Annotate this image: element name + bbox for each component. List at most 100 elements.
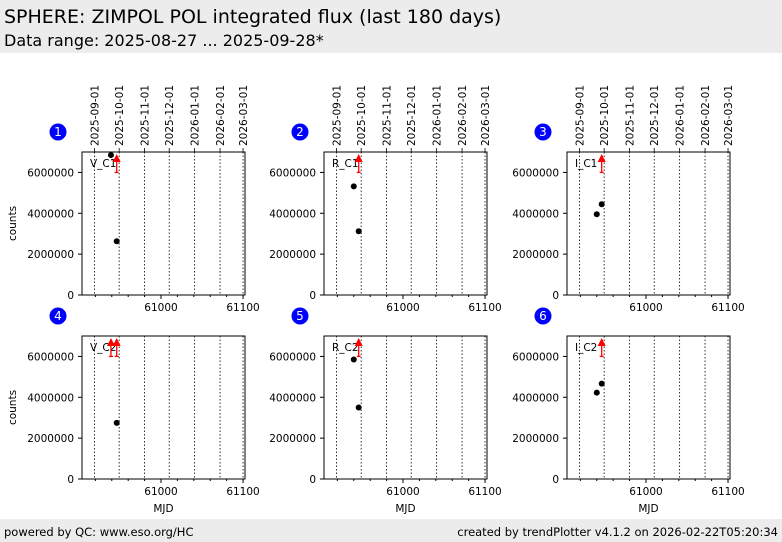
date-tick-label: 2025-10-01 — [356, 85, 368, 146]
upper-limit-arrow — [112, 338, 121, 346]
panel-number: 2 — [296, 125, 304, 139]
date-tick-label: 2025-09-01 — [332, 85, 344, 146]
y-tick-label: 6000000 — [27, 167, 74, 179]
date-tick-label: 2025-12-01 — [649, 85, 661, 146]
x-tick-label: 61100 — [226, 486, 259, 498]
upper-limit-arrow — [112, 154, 121, 162]
date-tick-label: 2025-09-01 — [90, 85, 102, 146]
y-tick-label: 4000000 — [27, 392, 74, 404]
x-axis-label: MJD — [395, 503, 415, 515]
y-tick-label: 2000000 — [269, 249, 316, 261]
date-tick-label: 2025-11-01 — [140, 85, 152, 146]
panel-number-badge — [534, 123, 552, 141]
x-tick-label: 61000 — [144, 486, 177, 498]
panel-number: 6 — [539, 309, 547, 323]
x-tick-label: 61000 — [629, 486, 662, 498]
page-title: SPHERE: ZIMPOL POL integrated flux (last… — [4, 6, 502, 28]
header-bar: SPHERE: ZIMPOL POL integrated flux (last… — [0, 0, 782, 53]
data-point — [598, 380, 605, 387]
plot-frame — [81, 335, 246, 480]
y-tick-label: 0 — [552, 290, 559, 302]
date-tick-label: 2026-03-01 — [238, 85, 250, 146]
x-tick-label: 61000 — [629, 302, 662, 314]
data-point — [113, 419, 120, 426]
panel-number-badge — [291, 307, 309, 325]
y-tick-label: 4000000 — [269, 208, 316, 220]
x-axis-label: MJD — [153, 503, 173, 515]
x-tick-label: 61100 — [711, 486, 744, 498]
footer-created-by: created by trendPlotter v4.1.2 on 2026-0… — [457, 525, 778, 539]
y-axis-label: counts — [7, 206, 19, 241]
date-tick-label: 2026-02-01 — [215, 85, 227, 146]
y-tick-label: 6000000 — [269, 167, 316, 179]
panel-number-badge — [49, 123, 67, 141]
date-tick-label: 2025-12-01 — [164, 85, 176, 146]
data-point — [593, 389, 600, 396]
upper-limit-arrow — [597, 338, 606, 346]
y-tick-label: 4000000 — [269, 392, 316, 404]
x-tick-label: 61100 — [468, 302, 501, 314]
panel-number: 1 — [54, 125, 62, 139]
data-range: Data range: 2025-08-27 ... 2025-09-28* — [4, 31, 324, 50]
data-point — [350, 356, 357, 363]
plot-frame — [566, 151, 731, 296]
y-tick-label: 6000000 — [512, 167, 559, 179]
y-tick-label: 2000000 — [512, 249, 559, 261]
date-tick-label: 2025-10-01 — [114, 85, 126, 146]
y-tick-label: 4000000 — [27, 208, 74, 220]
upper-limit-arrow — [354, 154, 363, 162]
series-label: V_C1 — [90, 158, 116, 170]
plot-frame — [566, 335, 731, 480]
date-tick-label: 2026-01-01 — [432, 85, 444, 146]
plot-frame — [323, 151, 488, 296]
data-point — [355, 228, 362, 235]
y-tick-label: 0 — [309, 474, 316, 486]
date-tick-label: 2025-11-01 — [382, 85, 394, 146]
series-label: I_C1 — [575, 158, 597, 170]
upper-limit-arrow — [354, 338, 363, 346]
panel-number-badge — [49, 307, 67, 325]
date-tick-label: 2025-10-01 — [599, 85, 611, 146]
plot-frame — [81, 151, 246, 296]
x-tick-label: 61100 — [226, 302, 259, 314]
upper-limit-arrow — [597, 154, 606, 162]
data-point — [355, 404, 362, 411]
panel-number: 5 — [296, 309, 304, 323]
x-tick-label: 61000 — [386, 486, 419, 498]
date-tick-label: 2025-09-01 — [575, 85, 587, 146]
panel-number: 4 — [54, 309, 62, 323]
series-label: R_C1 — [332, 158, 359, 170]
date-tick-label: 2025-11-01 — [625, 85, 637, 146]
data-point — [598, 201, 605, 208]
date-tick-label: 2026-01-01 — [190, 85, 202, 146]
y-tick-label: 4000000 — [512, 208, 559, 220]
x-axis-label: MJD — [638, 503, 658, 515]
y-tick-label: 2000000 — [269, 433, 316, 445]
x-tick-label: 61100 — [711, 302, 744, 314]
data-point — [113, 238, 120, 245]
date-tick-label: 2025-12-01 — [406, 85, 418, 146]
y-tick-label: 0 — [552, 474, 559, 486]
y-tick-label: 2000000 — [512, 433, 559, 445]
y-axis-label: counts — [7, 390, 19, 425]
y-tick-label: 6000000 — [27, 351, 74, 363]
x-tick-label: 61000 — [144, 302, 177, 314]
footer-bar: powered by QC: www.eso.org/HC created by… — [0, 519, 782, 542]
y-tick-label: 0 — [67, 474, 74, 486]
date-tick-label: 2026-02-01 — [700, 85, 712, 146]
data-point — [350, 183, 357, 190]
data-point — [593, 211, 600, 218]
y-tick-label: 0 — [67, 290, 74, 302]
panel-number: 3 — [539, 125, 547, 139]
series-label: R_C2 — [332, 342, 359, 354]
y-tick-label: 2000000 — [27, 433, 74, 445]
date-tick-label: 2026-01-01 — [675, 85, 687, 146]
x-tick-label: 61100 — [468, 486, 501, 498]
plot-frame — [323, 335, 488, 480]
date-tick-label: 2026-03-01 — [723, 85, 735, 146]
upper-limit-arrow — [106, 338, 115, 346]
series-label: I_C2 — [575, 342, 597, 354]
data-point — [107, 152, 114, 159]
y-tick-label: 6000000 — [512, 351, 559, 363]
